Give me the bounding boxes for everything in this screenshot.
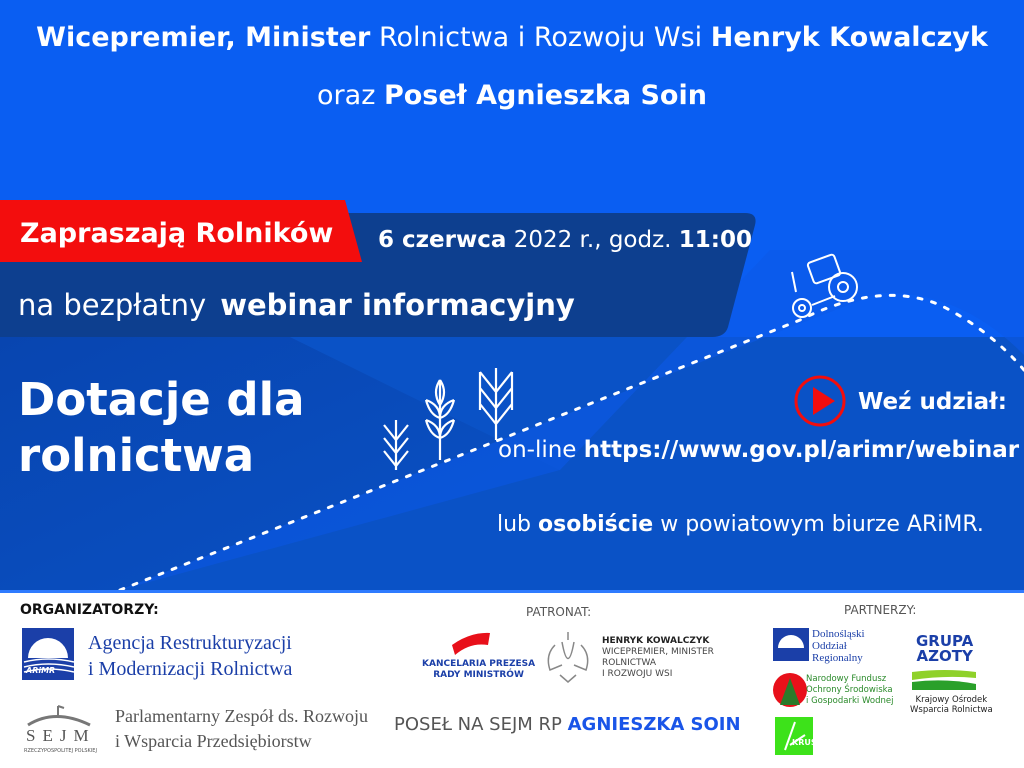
eagle-icon: [547, 632, 589, 683]
title2-normal: oraz: [317, 80, 384, 111]
sejm-team-name: Parlamentarny Zespół ds. Rozwoju i Wsparc…: [115, 704, 368, 754]
webinar-line: na bezpłatny webinar informacyjny: [18, 288, 575, 322]
inperson-suffix: w powiatowym biurze ARiMR.: [653, 512, 984, 537]
inperson-prefix: lub: [497, 512, 539, 537]
sejm-line-2: i Wsparcia Przedsiębiorstw: [115, 731, 312, 751]
online-prefix: on-line: [498, 437, 584, 463]
online-line: on-line https://www.gov.pl/arimr/webinar: [498, 437, 1019, 463]
dotted-path: [118, 293, 1024, 592]
header-line-2: oraz Poseł Agnieszka Soin: [0, 80, 1024, 111]
kprm-name: KANCELARIA PREZESA RADY MINISTRÓW: [422, 659, 535, 681]
wheat-icon: [383, 368, 514, 470]
inperson-bold: osobiście: [538, 512, 654, 537]
patronage-heading: PATRONAT:: [526, 605, 592, 619]
headline: Dotacje dla rolnictwa: [18, 372, 304, 484]
dol-line-3: Regionalny: [812, 652, 863, 664]
date-normal: 2022 r., godz.: [506, 227, 679, 253]
invite-label: Zapraszają Rolników: [20, 218, 334, 249]
headline-line-1: Dotacje dla: [18, 373, 305, 426]
nfos-line-2: Ochrony Środowiska: [806, 685, 893, 695]
join-label: Weź udział:: [858, 389, 1007, 415]
krus-logo: [775, 717, 813, 755]
azoty-line-1: GRUPA: [916, 632, 974, 650]
kowr-logo: [912, 670, 976, 690]
header-line-1: Wicepremier, Minister Rolnictwa i Rozwoj…: [0, 22, 1024, 53]
title-bold-b: Henryk Kowalczyk: [710, 22, 988, 53]
arimr-logo: [22, 628, 75, 680]
title-bold-a: Wicepremier, Minister: [36, 22, 371, 53]
hill-highlight: [120, 250, 1024, 590]
kprm-flag-icon: [452, 632, 490, 655]
event-time: 11:00: [678, 227, 753, 253]
minister-block: HENRYK KOWALCZYK WICEPREMIER, MINISTER ROL…: [602, 636, 714, 680]
nfos-logo: [773, 673, 807, 707]
inperson-line: lub osobiście w powiatowym biurze ARiMR.: [497, 512, 984, 537]
title-normal: Rolnictwa i Rozwoju Wsi: [370, 22, 711, 53]
azoty-line-2: AZOTY: [916, 647, 973, 665]
sejm-line-1: Parlamentarny Zespół ds. Rozwoju: [115, 706, 368, 726]
dol-line-2: Oddział: [812, 640, 847, 652]
kprm-line-2: RADY MINISTRÓW: [433, 670, 524, 680]
minister-line-2: ROLNICTWA: [602, 658, 657, 668]
posel-name: AGNIESZKA SOIN: [567, 714, 741, 735]
azoty-logo: GRUPA AZOTY: [916, 634, 973, 664]
title2-bold: Poseł Agnieszka Soin: [383, 80, 707, 111]
minister-name: HENRYK KOWALCZYK: [602, 636, 710, 646]
organizers-heading: ORGANIZATORZY:: [20, 602, 159, 618]
nfos-name: Narodowy Fundusz Ochrony Środowiska i Gosp…: [806, 674, 893, 707]
sejm-logo-text: SEJM: [26, 726, 96, 745]
kprm-line-1: KANCELARIA PREZESA: [422, 659, 536, 669]
event-date: 6 czerwca 2022 r., godz. 11:00: [378, 227, 752, 253]
nfos-line-1: Narodowy Fundusz: [806, 674, 887, 684]
partners-heading: PARTNERZY:: [844, 603, 917, 617]
dol-logo: [773, 628, 809, 661]
webinar-bold: webinar informacyjny: [220, 288, 575, 322]
dol-name: Dolnośląski Oddział Regionalny: [812, 628, 865, 664]
kowr-line-1: Krajowy Ośrodek: [915, 695, 988, 705]
arimr-line-2: i Modernizacji Rolnictwa: [88, 658, 293, 680]
sejm-sub: RZECZYPOSPOLITEJ POLSKIEJ: [24, 748, 97, 754]
headline-line-2: rolnictwa: [18, 429, 255, 482]
sejm-logo: [27, 705, 91, 727]
posel-prefix: POSEŁ NA SEJM RP: [394, 714, 568, 735]
kowr-name: Krajowy Ośrodek Wsparcia Rolnictwa: [910, 695, 993, 715]
arimr-line-1: Agencja Restrukturyzacji: [88, 632, 292, 654]
date-bold: 6 czerwca: [378, 227, 507, 253]
dol-line-1: Dolnośląski: [812, 628, 865, 640]
red-tab: [0, 200, 362, 262]
minister-line-1: WICEPREMIER, MINISTER: [602, 647, 714, 657]
webinar-link[interactable]: https://www.gov.pl/arimr/webinar: [583, 437, 1020, 463]
arimr-logo-text: ARiMR: [26, 666, 56, 675]
webinar-prefix: na bezpłatny: [18, 288, 207, 322]
tractor-icon: [791, 253, 858, 318]
play-icon[interactable]: [794, 375, 846, 427]
nfos-line-3: i Gospodarki Wodnej: [806, 696, 894, 706]
kowr-line-2: Wsparcia Rolnictwa: [910, 705, 993, 715]
minister-line-3: I ROZWOJU WSI: [602, 669, 673, 679]
posel-line: POSEŁ NA SEJM RP AGNIESZKA SOIN: [394, 714, 741, 735]
arimr-name: Agencja Restrukturyzacji i Modernizacji R…: [88, 630, 292, 682]
krus-logo-text: KRUS: [792, 738, 817, 747]
